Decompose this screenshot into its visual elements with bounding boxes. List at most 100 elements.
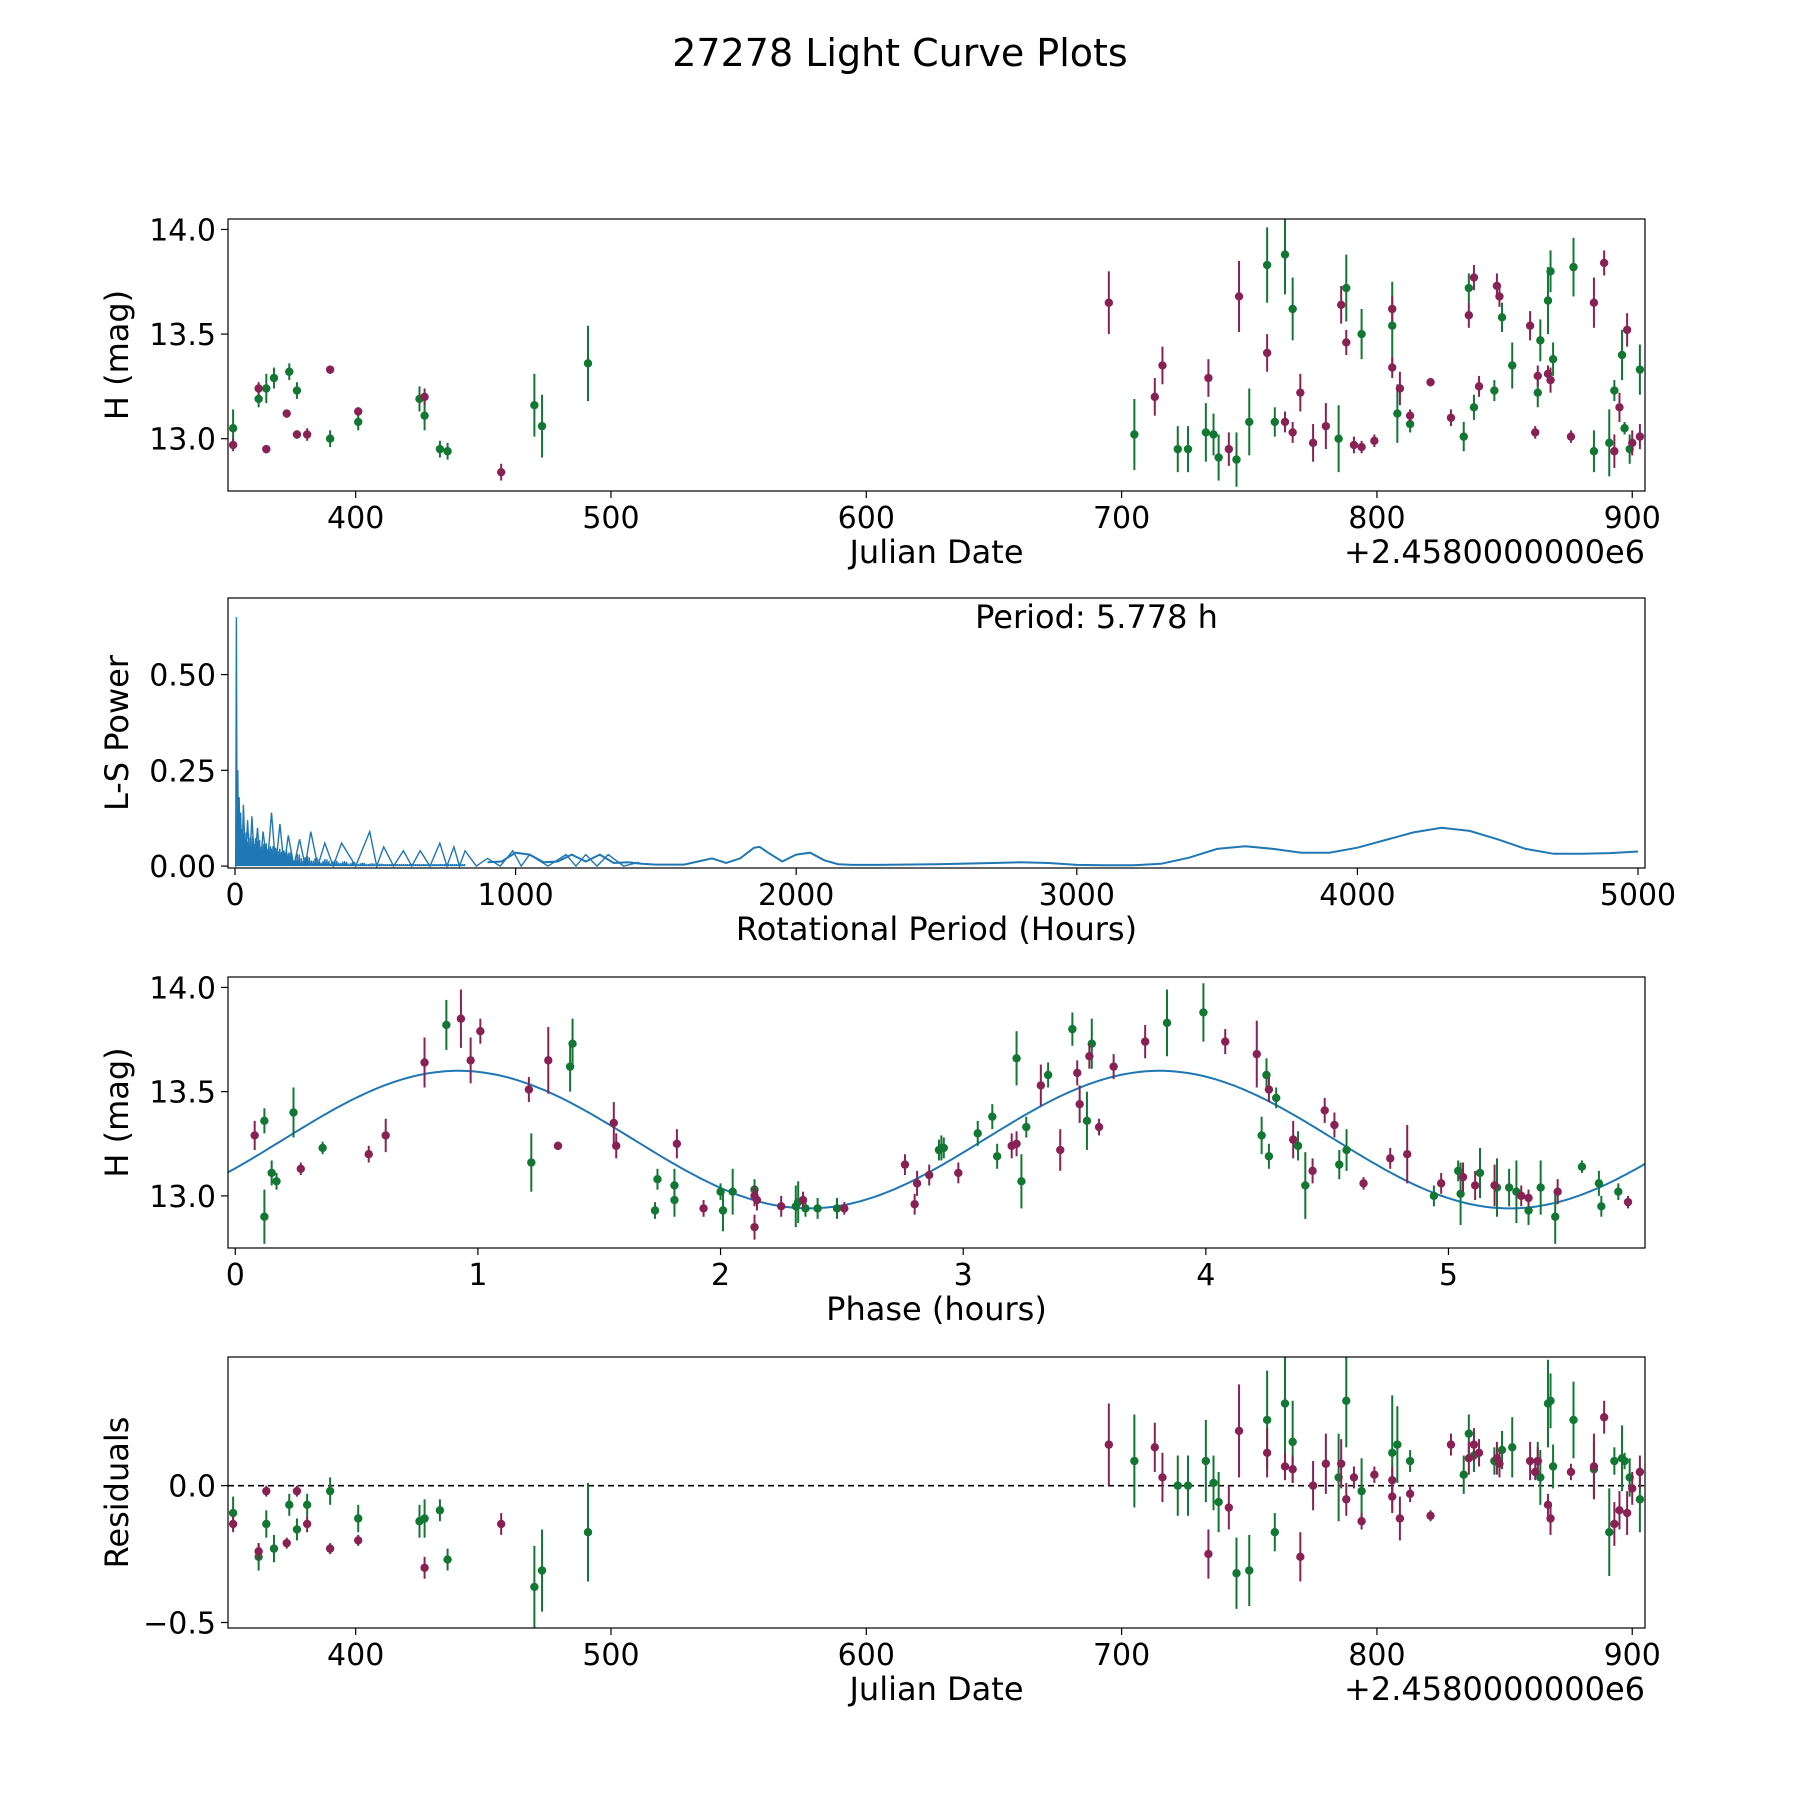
data-point-magenta bbox=[1320, 1097, 1329, 1123]
data-marker bbox=[442, 1020, 451, 1030]
data-point-magenta bbox=[798, 1191, 808, 1209]
data-marker bbox=[292, 386, 302, 395]
data-marker bbox=[1262, 348, 1272, 358]
x-tick-label: 600 bbox=[838, 1638, 895, 1673]
data-point-magenta bbox=[1150, 1422, 1159, 1472]
data-marker bbox=[1334, 434, 1343, 443]
data-point-magenta bbox=[752, 1189, 762, 1211]
data-marker bbox=[1085, 1052, 1094, 1061]
data-point-magenta bbox=[1330, 1112, 1339, 1138]
data-marker bbox=[1614, 1187, 1623, 1196]
chart-panel-1: 400 500 600 700 800 900 13.0 13.5 14.0 Julian Dat… bbox=[98, 213, 1661, 571]
data-point-green bbox=[1594, 1170, 1604, 1196]
data-point-green bbox=[1012, 1031, 1021, 1086]
data-point-magenta bbox=[1388, 1480, 1397, 1514]
data-marker bbox=[1330, 1120, 1339, 1130]
data-point-green bbox=[1201, 403, 1211, 462]
data-point-green bbox=[1429, 1185, 1439, 1207]
data-point-green bbox=[1388, 281, 1397, 370]
data-marker bbox=[1628, 438, 1637, 448]
data-point-magenta bbox=[1533, 1447, 1542, 1475]
data-marker bbox=[954, 1168, 963, 1178]
data-point-magenta bbox=[282, 409, 291, 418]
data-point-magenta bbox=[1495, 1450, 1504, 1478]
data-point-green bbox=[1199, 983, 1208, 1042]
data-marker bbox=[1158, 361, 1167, 370]
data-point-magenta bbox=[1288, 421, 1297, 443]
data-point-magenta bbox=[1104, 271, 1114, 335]
data-marker bbox=[1599, 1413, 1609, 1422]
data-point-green bbox=[1405, 1450, 1415, 1472]
data-marker bbox=[1104, 298, 1114, 307]
data-marker bbox=[1504, 1183, 1514, 1192]
data-marker bbox=[583, 1527, 593, 1537]
data-point-magenta bbox=[1342, 1482, 1351, 1516]
data-point-magenta bbox=[1308, 424, 1318, 462]
data-point-magenta bbox=[1234, 1384, 1244, 1478]
data-point-magenta bbox=[1525, 1441, 1535, 1481]
data-marker bbox=[728, 1187, 737, 1196]
data-marker bbox=[1357, 329, 1366, 339]
data-marker bbox=[1252, 1049, 1261, 1059]
data-point-green bbox=[1569, 1381, 1578, 1459]
data-point-magenta bbox=[1104, 1403, 1114, 1486]
data-marker bbox=[1204, 1549, 1213, 1559]
data-point-green bbox=[1617, 329, 1627, 381]
data-marker bbox=[537, 421, 547, 431]
data-point-green bbox=[272, 1172, 281, 1190]
data-point-magenta bbox=[456, 989, 466, 1048]
data-point-magenta bbox=[1599, 1400, 1609, 1434]
data-point-magenta bbox=[1094, 1118, 1104, 1136]
data-point-green bbox=[1459, 421, 1468, 452]
data-point-magenta bbox=[466, 1037, 475, 1084]
data-point-magenta bbox=[553, 1141, 563, 1151]
x-tick-label: 800 bbox=[1348, 1638, 1405, 1673]
data-point-green bbox=[1245, 1534, 1254, 1607]
data-marker bbox=[1546, 267, 1555, 276]
x-tick-label: 400 bbox=[327, 1638, 384, 1673]
data-marker bbox=[1605, 438, 1614, 448]
data-marker bbox=[1296, 1552, 1305, 1562]
data-marker bbox=[1388, 304, 1397, 314]
data-point-green bbox=[354, 1504, 363, 1533]
data-marker bbox=[1405, 419, 1415, 429]
data-marker bbox=[285, 367, 294, 376]
data-marker bbox=[1533, 371, 1542, 381]
data-marker bbox=[325, 1544, 335, 1553]
x-tick-label: 0 bbox=[226, 1258, 245, 1293]
data-marker bbox=[530, 401, 539, 410]
data-point-green bbox=[537, 394, 547, 458]
data-point-green bbox=[1214, 434, 1223, 481]
data-marker bbox=[1405, 411, 1415, 420]
data-marker bbox=[1162, 1018, 1172, 1028]
data-marker bbox=[1214, 453, 1223, 462]
data-marker bbox=[650, 1206, 660, 1215]
x-offset-label: +2.4580000000e6 bbox=[1344, 1670, 1645, 1708]
chart-panel-4: 400 500 600 700 800 900 −0.5 0.0 Julian Date Resi… bbox=[98, 1356, 1661, 1708]
data-point-magenta bbox=[1224, 1485, 1234, 1530]
data-point-green bbox=[1459, 1455, 1468, 1494]
data-marker bbox=[1386, 1154, 1395, 1163]
data-marker bbox=[1073, 1068, 1082, 1078]
data-point-magenta bbox=[1296, 373, 1305, 412]
data-point-magenta bbox=[1395, 371, 1405, 406]
data-point-green bbox=[443, 1548, 452, 1571]
data-point-green bbox=[1293, 1131, 1303, 1161]
data-marker bbox=[1446, 413, 1456, 422]
data-marker bbox=[1622, 325, 1632, 335]
x-axis-label: Julian Date bbox=[847, 533, 1023, 571]
data-point-green bbox=[568, 1018, 577, 1069]
data-marker bbox=[228, 424, 238, 433]
data-point-magenta bbox=[912, 1170, 922, 1196]
data-marker bbox=[354, 407, 363, 416]
data-marker bbox=[282, 409, 291, 418]
data-marker bbox=[381, 1131, 390, 1140]
data-point-magenta bbox=[1490, 1164, 1499, 1207]
data-point-green bbox=[1605, 1488, 1614, 1576]
data-marker bbox=[1224, 1503, 1234, 1512]
data-point-green bbox=[318, 1141, 327, 1155]
data-point-magenta bbox=[1622, 1491, 1632, 1535]
data-point-green bbox=[670, 1183, 679, 1217]
data-marker bbox=[1209, 1478, 1218, 1488]
data-point-green bbox=[1548, 1444, 1558, 1489]
